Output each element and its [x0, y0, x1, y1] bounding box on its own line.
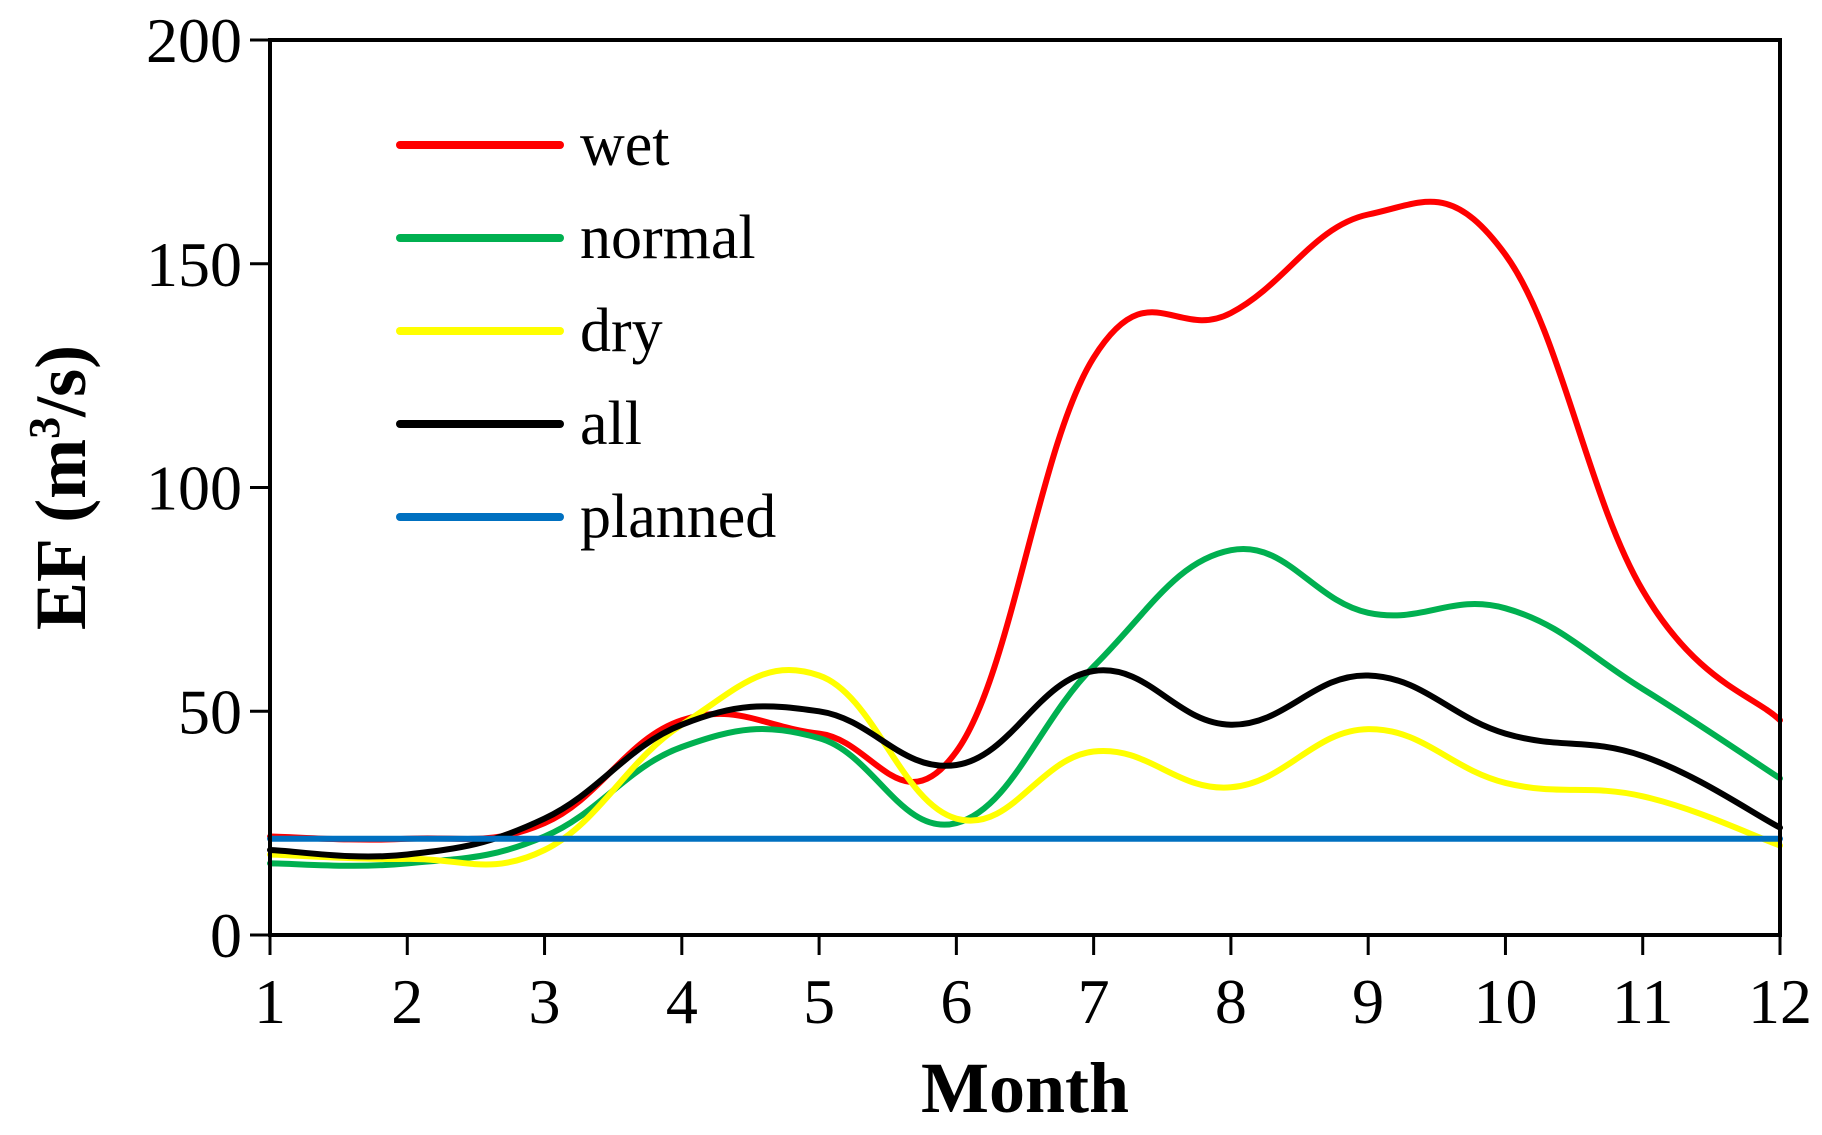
legend-label-dry: dry: [580, 297, 663, 365]
y-axis-title-main: EF (m: [21, 439, 101, 630]
legend-item-planned: planned: [396, 483, 776, 551]
legend-item-normal: normal: [396, 204, 756, 272]
legend: wet normal dry all planned: [396, 111, 776, 551]
y-tick-label: 0: [210, 900, 242, 971]
series-line-all: [267, 667, 1783, 860]
legend-item-all: all: [396, 390, 642, 458]
x-tick-label: 8: [1215, 966, 1247, 1037]
x-tick-label: 2: [391, 966, 423, 1037]
x-tick-label: 10: [1473, 966, 1537, 1037]
plot-frame: [268, 38, 1782, 937]
x-tick-label: 5: [803, 966, 835, 1037]
y-axis-title: EF (m3/s): [20, 345, 101, 630]
x-tick-label: 4: [666, 966, 698, 1037]
legend-item-dry: dry: [396, 297, 663, 365]
x-tick-label: 12: [1748, 966, 1812, 1037]
legend-item-wet: wet: [396, 111, 670, 179]
legend-label-normal: normal: [580, 204, 756, 272]
y-tick-label: 50: [178, 676, 242, 747]
y-tick-label: 200: [146, 5, 242, 76]
y-axis-title-superscript: 3: [20, 417, 69, 439]
x-tick-label: 7: [1078, 966, 1110, 1037]
x-axis-title: Month: [921, 1048, 1129, 1128]
x-tick-label: 9: [1352, 966, 1384, 1037]
legend-label-planned: planned: [580, 483, 776, 551]
x-tick-label: 6: [940, 966, 972, 1037]
x-tick-label: 3: [529, 966, 561, 1037]
y-tick-label: 150: [146, 229, 242, 300]
series-line-wet: [267, 198, 1783, 843]
y-axis-title-tail: /s): [21, 345, 101, 418]
series-line-normal: [267, 545, 1783, 869]
x-tick-label: 11: [1612, 966, 1674, 1037]
series-layer: [267, 198, 1783, 869]
y-tick-label: 100: [146, 453, 242, 524]
legend-label-all: all: [580, 390, 642, 458]
legend-label-wet: wet: [580, 111, 670, 179]
x-tick-label: 1: [254, 966, 286, 1037]
series-line-dry: [267, 667, 1783, 868]
